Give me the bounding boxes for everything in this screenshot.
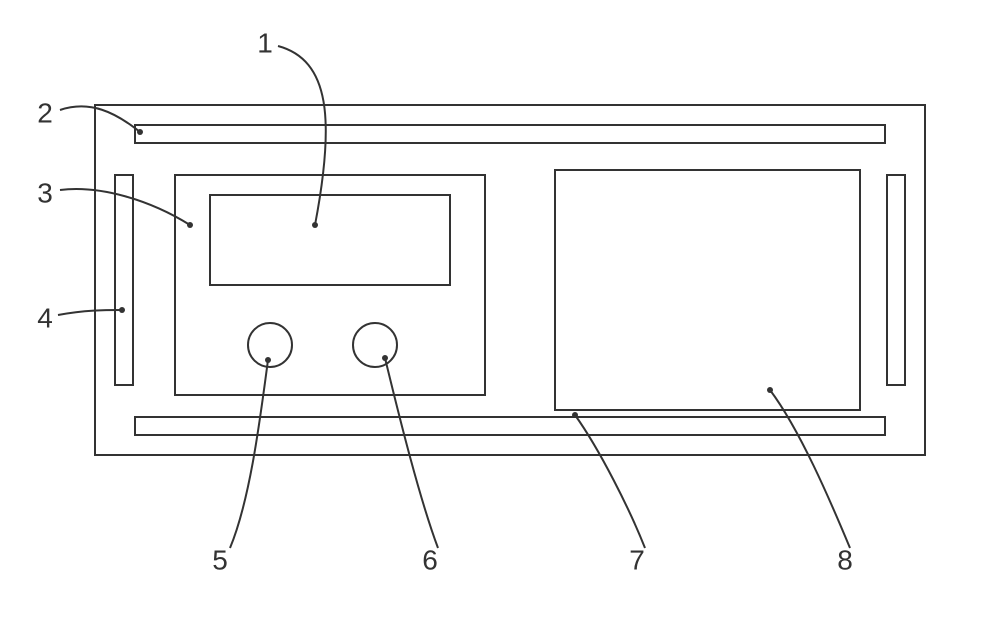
leader-end-5 [265, 357, 271, 363]
label-2: 2 [37, 97, 53, 128]
slot-right [887, 175, 905, 385]
leader-4 [58, 310, 122, 315]
leader-6 [385, 358, 438, 548]
inner-screen [210, 195, 450, 285]
leader-end-4 [119, 307, 125, 313]
leader-end-1 [312, 222, 318, 228]
label-5: 5 [212, 544, 228, 575]
label-1: 1 [257, 27, 273, 58]
label-3: 3 [37, 177, 53, 208]
outer-enclosure [95, 105, 925, 455]
leader-8 [770, 390, 850, 548]
technical-diagram: 1 2 3 4 5 6 7 8 [0, 0, 1000, 617]
leader-end-2 [137, 129, 143, 135]
slot-left [115, 175, 133, 385]
label-7: 7 [629, 544, 645, 575]
leader-end-7 [572, 412, 578, 418]
label-6: 6 [422, 544, 438, 575]
slot-bottom [135, 417, 885, 435]
leader-1 [278, 46, 326, 225]
leader-3 [60, 189, 190, 225]
leader-end-3 [187, 222, 193, 228]
knob-right [353, 323, 397, 367]
slot-top [135, 125, 885, 143]
right-panel [555, 170, 860, 410]
label-8: 8 [837, 544, 853, 575]
leader-end-8 [767, 387, 773, 393]
label-4: 4 [37, 302, 53, 333]
leader-end-6 [382, 355, 388, 361]
leader-2 [60, 106, 140, 132]
